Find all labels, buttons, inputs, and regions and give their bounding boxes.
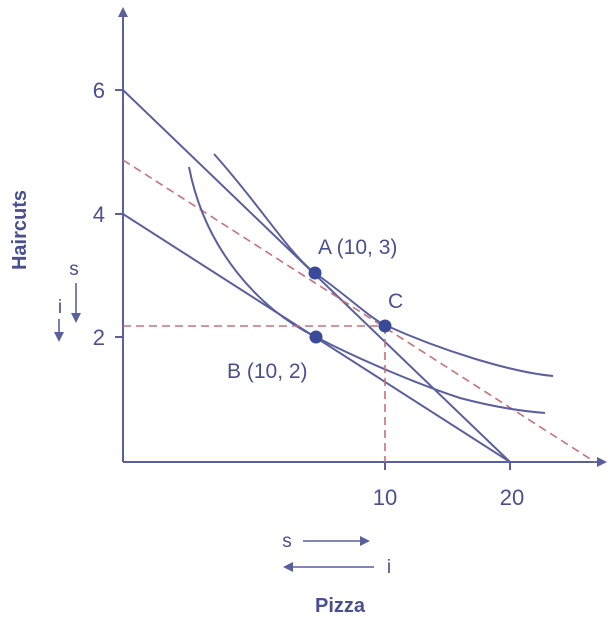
point-b-label: B (10, 2) bbox=[227, 360, 308, 383]
point-a bbox=[308, 266, 322, 280]
y-arrow-s-label: s bbox=[69, 259, 79, 280]
y-tick-label-2: 2 bbox=[93, 325, 105, 350]
point-c-label: C bbox=[388, 290, 403, 313]
budget-line-compensated-dashed bbox=[122, 159, 596, 463]
y-tick-label-4: 4 bbox=[93, 202, 105, 227]
x-arrow-i-label: i bbox=[387, 557, 391, 578]
point-c bbox=[378, 319, 392, 333]
indifference-curve-high bbox=[213, 153, 554, 377]
x-axis-title: Pizza bbox=[315, 595, 366, 617]
y-tick-label-6: 6 bbox=[93, 78, 105, 103]
y-arrow-i-label: i bbox=[58, 297, 62, 318]
x-arrow-s-label: s bbox=[282, 531, 292, 552]
point-b bbox=[309, 330, 323, 344]
point-a-label: A (10, 3) bbox=[318, 236, 397, 259]
x-tick-label-10: 10 bbox=[373, 485, 397, 510]
x-tick-label-20: 20 bbox=[500, 485, 524, 510]
y-axis-title: Haircuts bbox=[9, 190, 31, 270]
indifference-curve-low bbox=[188, 166, 546, 414]
